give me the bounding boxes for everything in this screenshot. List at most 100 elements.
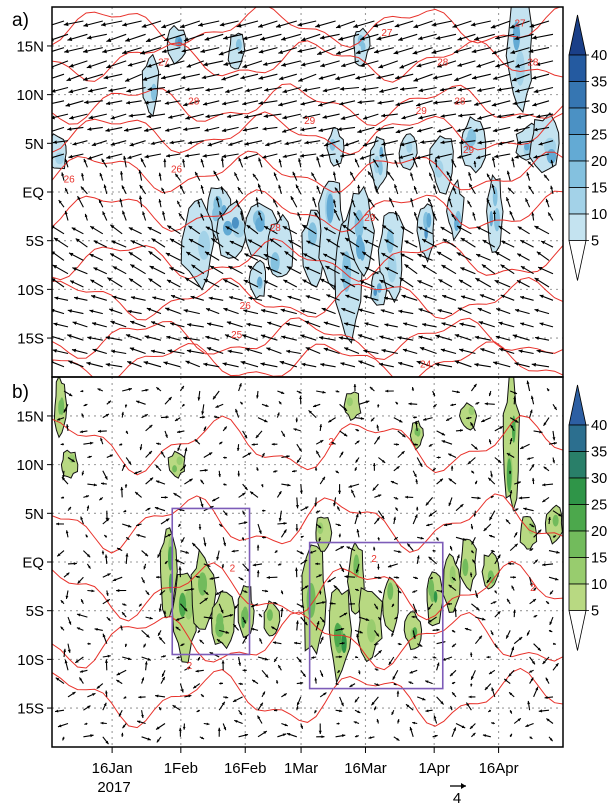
wind-vector-head: [66, 572, 70, 576]
wind-vector-head: [442, 238, 448, 243]
wind-vector-head: [452, 644, 455, 648]
wind-vector-head: [110, 115, 115, 120]
wind-vector-head: [364, 240, 369, 244]
wind-vector-head: [476, 402, 480, 405]
wind-vector-head: [141, 714, 144, 718]
wind-vector-head: [300, 62, 306, 67]
wind-vector-head: [457, 155, 462, 159]
wind-vector-head: [533, 587, 537, 591]
wind-vector-head: [158, 608, 162, 612]
wind-vector-head: [376, 75, 381, 80]
wind-vector-head: [457, 36, 463, 41]
wind-vector-head: [349, 602, 352, 606]
wind-vector-head: [474, 446, 478, 450]
wind-vector-head: [65, 530, 69, 534]
wind-vector-head: [418, 226, 423, 231]
wind-vector-head: [368, 198, 372, 203]
wind-vector-head: [355, 655, 359, 659]
wind-vector-head: [532, 599, 536, 602]
wind-vector-head: [247, 452, 252, 456]
wind-vector-head: [452, 577, 456, 581]
wind-vector-head: [271, 442, 275, 446]
wind-vector-head: [391, 633, 394, 637]
wind-vector-head: [190, 295, 195, 300]
wind-vector-head: [103, 184, 107, 189]
x-tick-label: 1Apr: [418, 760, 450, 777]
wind-vector-head: [393, 516, 397, 520]
wind-vector-head: [498, 225, 503, 230]
wind-vector-head: [353, 384, 357, 387]
wind-vector-head: [472, 559, 476, 563]
wind-vector-head: [318, 538, 322, 542]
wind-vector-head: [169, 238, 175, 243]
wind-vector-head: [128, 252, 134, 256]
wind-vector-head: [531, 212, 535, 216]
wind-vector-head: [215, 592, 220, 595]
wind-vector-head: [495, 63, 501, 68]
panel-b-grid: [52, 377, 563, 747]
wind-vector-head: [80, 516, 84, 520]
wind-vector-head: [538, 266, 543, 271]
wind-vector-head: [544, 174, 548, 178]
wind-vector-head: [554, 577, 559, 581]
wind-vector-head: [259, 702, 263, 707]
contour-line: [52, 7, 562, 48]
wind-vector-head: [193, 685, 197, 689]
wind-vector-head: [208, 296, 213, 301]
wind-vector-head: [393, 682, 397, 686]
wind-vector-head: [320, 636, 324, 640]
wind-vector-head: [341, 568, 344, 573]
wind-vector-head: [333, 199, 336, 203]
wind-vector-head: [101, 158, 105, 163]
wind-vector-head: [225, 630, 230, 634]
wind-vector-head: [474, 335, 480, 340]
wind-vector-head: [56, 522, 59, 526]
wind-vector-head: [495, 335, 500, 340]
wind-vector-head: [478, 321, 484, 325]
wind-vector-head: [535, 62, 541, 66]
wind-vector-head: [378, 650, 382, 654]
wind-vector-head: [378, 617, 382, 621]
wind-vector-head: [77, 196, 81, 201]
wind-vector-head: [216, 556, 220, 561]
wind-vector-head: [188, 694, 192, 698]
wind-vector-head: [418, 88, 424, 93]
wind-vector-head: [188, 238, 194, 243]
wind-vector-head: [381, 459, 386, 463]
wind-vector-head: [446, 171, 450, 176]
wind-vector-head: [531, 75, 537, 80]
wind-vector-head: [281, 36, 286, 41]
wind-vector-head: [378, 64, 384, 69]
wind-vector-head: [349, 684, 353, 687]
rain-patch-core: [353, 554, 360, 578]
wind-vector-head: [490, 496, 494, 499]
wind-vector-head: [244, 114, 249, 119]
wind-vector-head: [251, 627, 255, 631]
wind-vector-head: [72, 321, 77, 326]
wind-vector-head: [282, 733, 287, 737]
wind-vector-head: [378, 494, 382, 498]
wind-vector-head: [102, 211, 106, 216]
wind-vector-head: [316, 621, 320, 625]
wind-vector-head: [61, 172, 65, 176]
wind-vector-head: [378, 362, 384, 367]
wind-vector-head: [497, 459, 502, 463]
wind-vector-head: [392, 676, 396, 680]
wind-vector-head: [475, 594, 479, 598]
wind-vector-head: [229, 613, 234, 617]
colorbar-label: 30: [591, 471, 607, 487]
wind-vector-head: [255, 197, 259, 201]
wind-vector-head: [343, 407, 348, 411]
wind-vector-head: [488, 439, 492, 443]
wind-vector-head: [539, 294, 544, 299]
wind-vector-head: [223, 35, 228, 40]
wind-vector-head: [130, 320, 135, 325]
wind-vector-head: [513, 391, 517, 394]
wind-vector-head: [431, 22, 437, 27]
wind-vector-head: [128, 113, 134, 118]
wind-vector-head: [376, 36, 382, 41]
y-tick-label: 15S: [17, 701, 44, 718]
wind-vector-head: [321, 307, 326, 312]
wind-vector-head: [374, 642, 377, 646]
